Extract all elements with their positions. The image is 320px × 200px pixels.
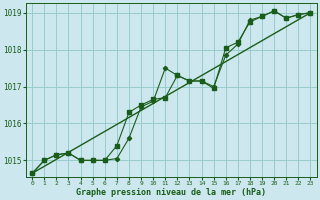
X-axis label: Graphe pression niveau de la mer (hPa): Graphe pression niveau de la mer (hPa) [76,188,266,197]
